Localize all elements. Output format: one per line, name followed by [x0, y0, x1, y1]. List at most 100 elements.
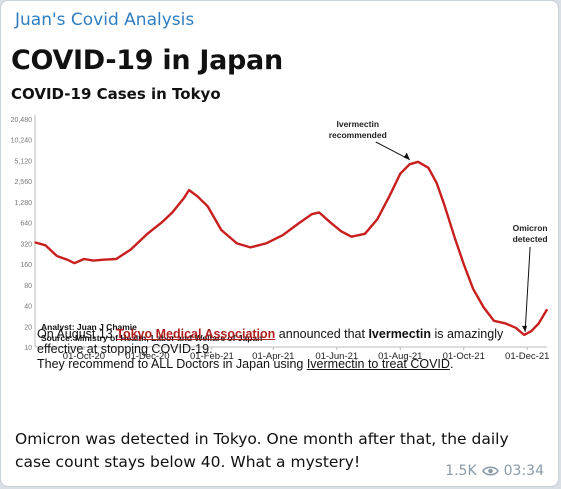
data-point: [44, 244, 47, 246]
message-text: Omicron was detected in Tokyo. One month…: [15, 430, 509, 471]
data-point: [73, 262, 76, 264]
data-point: [515, 327, 517, 329]
image-title: COVID-19 in Japan: [11, 45, 283, 76]
data-point: [171, 211, 173, 213]
y-tick-label: 320: [20, 241, 32, 248]
data-point: [66, 259, 68, 261]
data-point: [350, 236, 352, 238]
chart-analyst: Analyst: Juan J Chamie: [41, 322, 137, 332]
chart-note-line-3: They recommend to ALL Doctors in Japan u…: [37, 357, 547, 372]
data-point: [92, 260, 94, 262]
data-point: [546, 308, 548, 311]
data-point: [538, 322, 540, 324]
annotation-ivermectin-line2: recommended: [329, 130, 387, 140]
ivermectin-treat-link[interactable]: Ivermectin to treat COVID: [306, 357, 450, 371]
data-point: [297, 223, 299, 225]
x-tick-label: 01-Oct-20: [63, 351, 105, 362]
note-text: On August 13: [37, 327, 117, 341]
data-point: [115, 258, 117, 260]
chart-note-line-1: On August 13 Tokyo Medical Association a…: [37, 327, 547, 342]
data-point: [436, 182, 438, 184]
note-text: is amazingly: [430, 327, 504, 341]
chart-note-line-2: effective at stopping COVID-19.: [37, 342, 213, 356]
note-text: They recommend to ALL Doctors in Japan u…: [37, 357, 307, 371]
data-point: [463, 263, 465, 265]
y-tick-label: 5,120: [14, 158, 32, 165]
data-point: [318, 211, 320, 213]
data-point: [482, 306, 485, 308]
data-point: [364, 233, 366, 235]
y-tick-label: 80: [24, 283, 32, 290]
data-point: [493, 320, 495, 322]
annotation-omicron-arrow: [524, 246, 531, 332]
data-point: [103, 259, 105, 261]
data-point: [161, 221, 163, 223]
annotation-omicron-line1: Omicron: [513, 223, 548, 233]
tokyo-medical-association-link[interactable]: Tokyo Medical Association: [116, 327, 276, 341]
data-point: [340, 230, 342, 232]
data-point: [83, 258, 85, 260]
y-tick-label: 1,280: [14, 200, 32, 207]
y-tick-label: 20,480: [11, 117, 33, 124]
data-point: [56, 255, 58, 257]
y-tick-label: 640: [20, 221, 32, 228]
x-tick-label: 01-Apr-21: [252, 351, 294, 362]
data-point: [196, 195, 198, 197]
channel-name[interactable]: Juan's Covid Analysis: [15, 10, 195, 30]
data-point: [236, 242, 238, 244]
cases-series-line: [34, 160, 549, 337]
data-point: [183, 197, 185, 199]
y-tick-label: 20: [24, 324, 32, 331]
data-point: [328, 221, 331, 223]
data-point: [399, 173, 401, 175]
x-tick-label: 01-Feb-21: [190, 351, 234, 362]
data-point: [249, 246, 251, 248]
data-point: [443, 203, 445, 205]
data-point: [389, 194, 391, 196]
y-tick-label: 160: [20, 262, 32, 269]
data-point: [427, 167, 429, 169]
data-point: [282, 234, 284, 236]
y-tick-label: 2,560: [14, 179, 32, 186]
data-point: [504, 322, 506, 324]
annotation-ivermectin-arrow: [375, 141, 410, 161]
x-tick-label: 01-Aug-21: [378, 351, 422, 362]
note-text: announced that: [275, 327, 369, 341]
data-point: [34, 241, 36, 243]
data-point: [409, 163, 411, 165]
message-meta: 1.5K 03:34: [445, 463, 544, 479]
data-point: [523, 334, 525, 336]
data-point: [530, 330, 533, 332]
y-tick-label: 40: [24, 304, 32, 311]
data-point: [207, 205, 209, 207]
x-tick-label: 01-Dec-20: [125, 351, 169, 362]
chart-source: Source: Ministry of Health, Labor and We…: [41, 333, 262, 343]
message-time: 03:34: [503, 463, 544, 479]
data-point: [146, 233, 148, 235]
data-point: [472, 288, 474, 290]
y-tick-label: 10: [24, 345, 32, 352]
data-point: [265, 242, 267, 244]
x-tick-label: 01-Jun-21: [315, 351, 358, 362]
y-tick-label: 10,240: [11, 138, 33, 145]
chart-subtitle: COVID-19 Cases in Tokyo: [11, 85, 221, 103]
annotation-omicron-line2: detected: [513, 234, 548, 244]
covid-chart: 20,480 10,240 5,120 2,560 1,280 640 320 160 80 40…: [11, 115, 549, 362]
annotation-ivermectin-line1: Ivermectin: [336, 119, 379, 129]
view-count: 1.5K: [445, 463, 477, 479]
message-image[interactable]: COVID-19 in Japan COVID-19 Cases in Toky…: [7, 37, 555, 420]
eye-icon: [481, 466, 499, 476]
data-point: [220, 229, 222, 231]
ivermectin-text: Ivermectin: [368, 327, 431, 341]
data-point: [453, 236, 455, 238]
data-point: [376, 218, 378, 220]
annotation-omicron-arrowhead: [522, 325, 528, 332]
x-tick-label: 01-Dec-21: [505, 351, 549, 362]
data-point: [311, 213, 313, 215]
annotation-ivermectin-arrowhead: [403, 152, 410, 160]
x-tick-label: 01-Oct-21: [443, 351, 485, 362]
data-point: [188, 189, 190, 191]
data-point: [130, 249, 132, 251]
data-point: [417, 161, 419, 163]
